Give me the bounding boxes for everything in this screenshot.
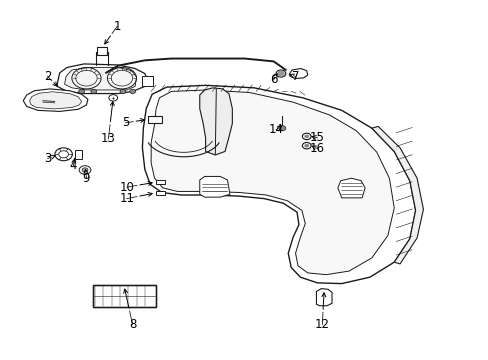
Circle shape bbox=[277, 71, 284, 76]
Bar bbox=[97, 47, 107, 55]
Text: 9: 9 bbox=[82, 172, 90, 185]
Polygon shape bbox=[371, 126, 423, 264]
Circle shape bbox=[277, 71, 284, 76]
Polygon shape bbox=[142, 85, 415, 284]
Circle shape bbox=[277, 71, 284, 76]
Text: 14: 14 bbox=[268, 123, 283, 136]
Text: 7: 7 bbox=[291, 70, 299, 83]
Text: 6: 6 bbox=[269, 73, 277, 86]
Text: 11: 11 bbox=[119, 192, 134, 205]
Polygon shape bbox=[23, 89, 88, 111]
Polygon shape bbox=[57, 64, 147, 94]
Circle shape bbox=[304, 135, 308, 138]
Text: 2: 2 bbox=[44, 70, 51, 83]
Circle shape bbox=[129, 89, 135, 94]
Circle shape bbox=[277, 71, 284, 76]
Circle shape bbox=[82, 168, 88, 172]
Polygon shape bbox=[337, 178, 365, 198]
Text: 5: 5 bbox=[122, 116, 129, 129]
Circle shape bbox=[277, 71, 284, 76]
Polygon shape bbox=[316, 289, 331, 306]
Text: 12: 12 bbox=[314, 318, 329, 331]
Circle shape bbox=[91, 89, 97, 94]
Circle shape bbox=[277, 71, 284, 76]
Text: 13: 13 bbox=[101, 132, 116, 145]
Polygon shape bbox=[151, 90, 393, 275]
Bar bbox=[156, 180, 164, 184]
Polygon shape bbox=[200, 176, 229, 197]
Text: 8: 8 bbox=[129, 318, 136, 331]
Text: 1: 1 bbox=[113, 20, 121, 33]
Bar bbox=[75, 150, 82, 159]
Polygon shape bbox=[64, 67, 136, 90]
Text: 3: 3 bbox=[44, 152, 51, 165]
Circle shape bbox=[304, 144, 308, 148]
Bar bbox=[156, 191, 164, 195]
Text: 4: 4 bbox=[69, 159, 77, 172]
Circle shape bbox=[120, 89, 125, 94]
Polygon shape bbox=[288, 68, 307, 78]
Bar bbox=[148, 116, 162, 123]
Text: 10: 10 bbox=[119, 181, 134, 194]
Circle shape bbox=[79, 89, 84, 94]
Polygon shape bbox=[200, 88, 232, 155]
Circle shape bbox=[279, 126, 285, 131]
Bar bbox=[93, 285, 156, 307]
Text: 16: 16 bbox=[309, 142, 324, 155]
Bar bbox=[142, 76, 153, 86]
Text: 15: 15 bbox=[309, 131, 324, 144]
Polygon shape bbox=[30, 92, 81, 109]
Bar bbox=[93, 285, 156, 307]
